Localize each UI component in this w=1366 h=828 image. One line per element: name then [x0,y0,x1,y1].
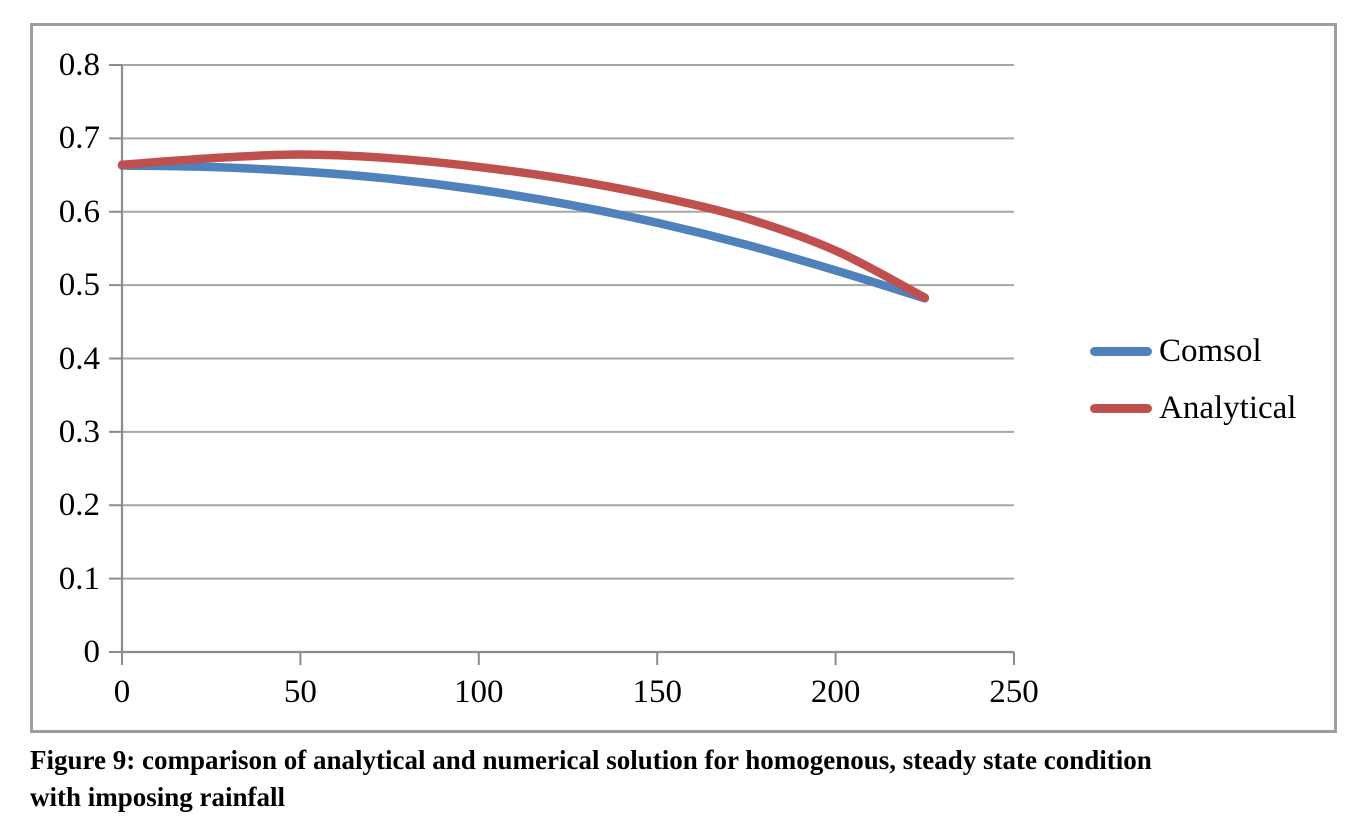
series-line-comsol [117,161,930,303]
y-tick-label-0.7: 0.7 [58,120,100,157]
legend-label-comsol: Comsol [1159,333,1262,369]
y-tick-label-0.6: 0.6 [58,193,100,230]
y-tick-label-0.5: 0.5 [58,267,100,304]
caption-line-1: Figure 9: comparison of analytical and n… [30,745,1152,775]
x-tick-label-150: 150 [632,674,682,710]
caption-line-2: with imposing rainfall [30,782,286,812]
y-tick-label-0.1: 0.1 [58,560,100,597]
y-tick-label-0.3: 0.3 [58,413,100,450]
x-tick-label-250: 250 [989,674,1039,710]
line-chart-plot [109,64,1015,665]
y-tick-label-0: 0 [83,634,101,670]
x-tick-label-0: 0 [113,674,131,710]
x-tick-label-100: 100 [454,674,504,710]
y-tick-label-0.2: 0.2 [58,487,100,524]
legend-line-swatch-analytical [1090,403,1152,413]
figure-caption: Figure 9: comparison of analytical and n… [30,742,1350,816]
chart-legend: Comsol Analytical [1090,331,1296,428]
legend-line-swatch-comsol [1090,346,1152,356]
legend-label-analytical: Analytical [1159,390,1297,426]
x-tick-label-200: 200 [810,674,861,710]
series-line-analytical [117,150,930,302]
y-tick-label-0.8: 0.8 [58,47,100,83]
chart-frame: 0 0.1 0.2 0.3 0.4 0.5 0.6 0.7 0.8 0 50 100 150 200 25… [30,23,1337,733]
legend-item-comsol: Comsol [1090,331,1296,371]
x-tick-label-50: 50 [283,674,317,710]
legend-item-analytical: Analytical [1090,388,1296,428]
y-tick-label-0.4: 0.4 [58,340,100,377]
